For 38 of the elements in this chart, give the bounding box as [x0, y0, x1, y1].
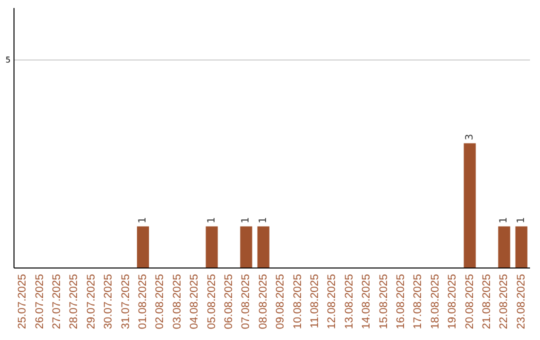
data-label: 1	[206, 217, 218, 224]
x-tick-label: 07.08.2025	[240, 274, 252, 330]
y-tick-label: 5	[5, 56, 11, 64]
x-tick-label: 29.07.2025	[85, 274, 98, 330]
x-tick-label: 09.08.2025	[274, 274, 287, 330]
x-tick-label: 31.07.2025	[120, 274, 132, 330]
x-tick-label: 27.07.2025	[51, 274, 63, 330]
x-tick-label: 10.08.2025	[292, 274, 304, 330]
x-tick-label: 25.07.2025	[16, 274, 29, 330]
x-tick-label: 21.08.2025	[481, 274, 493, 330]
x-tick-label: 28.07.2025	[68, 274, 80, 330]
x-tick-label: 19.08.2025	[446, 274, 459, 330]
x-tick-label: 01.08.2025	[137, 274, 149, 330]
x-tick-label: 02.08.2025	[154, 274, 166, 330]
x-tick-label: 12.08.2025	[326, 274, 338, 330]
x-tick-label: 15.08.2025	[378, 274, 390, 330]
x-tick-label: 03.08.2025	[171, 274, 184, 330]
data-label: 3	[464, 134, 476, 140]
x-tick-label: 20.08.2025	[464, 274, 476, 330]
x-tick-label: 13.08.2025	[343, 274, 356, 330]
x-tick-label: 08.08.2025	[257, 274, 270, 330]
x-tick-label: 18.08.2025	[429, 274, 442, 330]
data-label: 1	[258, 217, 269, 224]
data-label: 1	[240, 217, 252, 224]
x-tick-label: 17.08.2025	[412, 274, 424, 330]
x-tick-label: 04.08.2025	[188, 274, 201, 330]
x-tick-label: 14.08.2025	[360, 274, 373, 330]
x-tick-label: 23.08.2025	[515, 274, 528, 330]
x-tick-label: 05.08.2025	[206, 274, 218, 330]
data-label: 1	[516, 217, 527, 224]
x-tick-label: 30.07.2025	[102, 274, 115, 330]
x-tick-label: 16.08.2025	[395, 274, 407, 330]
x-tick-label: 26.07.2025	[34, 274, 46, 330]
data-label: 1	[137, 217, 148, 224]
x-tick-label: 11.08.2025	[309, 274, 321, 328]
x-tick-label: 22.08.2025	[498, 274, 510, 330]
x-tick-label: 06.08.2025	[223, 274, 235, 330]
data-label: 1	[498, 217, 510, 224]
